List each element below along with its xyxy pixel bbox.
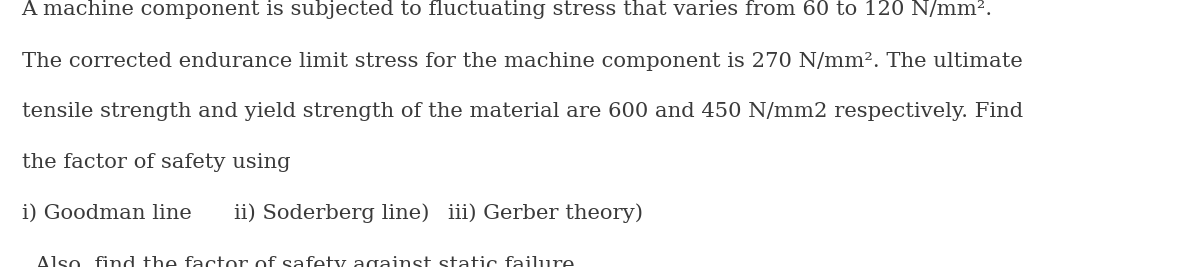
Text: A machine component is subjected to fluctuating stress that varies from 60 to 12: A machine component is subjected to fluc… xyxy=(22,0,992,19)
Text: ii) Soderberg line): ii) Soderberg line) xyxy=(234,203,430,223)
Text: i) Goodman line: i) Goodman line xyxy=(22,204,191,223)
Text: Also, find the factor of safety against static failure.: Also, find the factor of safety against … xyxy=(22,256,581,267)
Text: The corrected endurance limit stress for the machine component is 270 N/mm². The: The corrected endurance limit stress for… xyxy=(22,52,1022,71)
Text: iii) Gerber theory): iii) Gerber theory) xyxy=(448,203,643,223)
Text: tensile strength and yield strength of the material are 600 and 450 N/mm2 respec: tensile strength and yield strength of t… xyxy=(22,103,1022,121)
Text: the factor of safety using: the factor of safety using xyxy=(22,153,290,172)
